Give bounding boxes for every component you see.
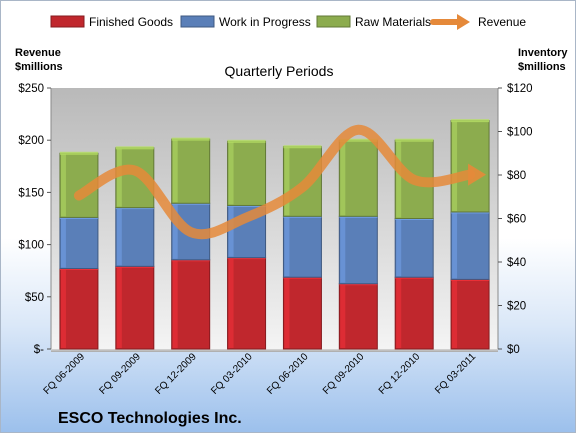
bar-segment-work-in-progress xyxy=(450,211,490,280)
bar-highlight xyxy=(340,284,346,348)
legend: Finished Goods Work in Progress Raw Materi… xyxy=(50,14,526,30)
bar-top-edge xyxy=(115,146,154,150)
bar-top-edge xyxy=(227,139,266,143)
bar-highlight xyxy=(452,212,458,279)
bar-highlight xyxy=(284,147,290,216)
bar-highlight xyxy=(340,141,346,216)
bar-highlight xyxy=(228,206,234,257)
x-tick-label: FQ 03-2010 xyxy=(209,351,255,397)
left-tick-label: $100 xyxy=(18,240,44,252)
bar-top-edge xyxy=(395,138,434,142)
left-tick-label: $150 xyxy=(18,187,44,199)
bar-segment-work-in-progress xyxy=(282,215,322,278)
right-axis-ticks: $0 $20 $40 $60 $80 $100 $120 xyxy=(498,83,533,356)
x-tick-label: FQ 06-2009 xyxy=(42,351,88,397)
bar-highlight xyxy=(60,269,66,348)
left-tick-label: $- xyxy=(34,344,44,356)
bar-highlight xyxy=(396,141,402,218)
bar-segment-finished-goods xyxy=(394,276,434,350)
bar-segment-finished-goods xyxy=(227,257,267,350)
bar-segment-finished-goods xyxy=(171,259,211,350)
bar-segment-raw-materials xyxy=(171,138,211,204)
bar-top-edge xyxy=(339,138,378,142)
bar-segment-finished-goods xyxy=(115,265,155,350)
legend-label: Finished Goods xyxy=(89,15,173,29)
bar-segment-work-in-progress xyxy=(59,216,99,270)
x-tick-label: FQ 12-2009 xyxy=(153,351,199,397)
company-name: ESCO Technologies Inc. xyxy=(58,410,242,427)
bar-highlight xyxy=(172,204,178,259)
right-tick-label: $80 xyxy=(507,170,526,182)
left-tick-label: $250 xyxy=(18,83,44,95)
right-tick-label: $60 xyxy=(507,214,526,226)
bar-highlight xyxy=(284,278,290,348)
legend-label: Work in Progress xyxy=(219,15,311,29)
bar-top-edge xyxy=(451,119,490,123)
legend-swatch-finished-goods xyxy=(50,15,85,28)
bar-top-edge xyxy=(171,137,210,141)
left-axis-title-line2: $millions xyxy=(15,61,63,73)
bar-highlight xyxy=(340,217,346,283)
legend-arrowhead xyxy=(457,14,470,30)
bar-segment-finished-goods xyxy=(282,276,322,350)
left-axis-ticks: $- $50 $100 $150 $200 $250 xyxy=(18,83,51,356)
legend-label: Revenue xyxy=(478,15,526,29)
bar-highlight xyxy=(60,218,66,268)
bar-top-edge xyxy=(283,145,322,149)
plot-subtitle: Quarterly Periods xyxy=(225,63,334,79)
legend-swatch-work-in-progress xyxy=(180,15,215,28)
left-tick-label: $200 xyxy=(18,135,44,147)
x-tick-label: FQ 09-2009 xyxy=(97,351,143,397)
legend-label: Raw Materials xyxy=(355,15,431,29)
bar-highlight xyxy=(396,278,402,348)
x-axis-ticks: FQ 06-2009 FQ 09-2009 FQ 12-2009 FQ 03-2010… xyxy=(42,351,479,397)
bar-highlight xyxy=(284,217,290,277)
right-tick-label: $100 xyxy=(507,127,533,139)
bar-highlight xyxy=(452,280,458,348)
bar-segment-finished-goods xyxy=(338,283,378,350)
right-tick-label: $40 xyxy=(507,257,526,269)
x-tick-label: FQ 03-2011 xyxy=(433,351,478,396)
bar-segment-finished-goods xyxy=(450,278,490,350)
revenue-line xyxy=(73,124,476,240)
x-tick-label: FQ 06-2010 xyxy=(265,351,311,397)
right-axis-title-line2: $millions xyxy=(518,61,566,73)
x-tick-label: FQ 12-2010 xyxy=(377,351,423,397)
bar-highlight xyxy=(452,121,458,211)
bar-highlight xyxy=(228,142,234,205)
left-tick-label: $50 xyxy=(25,292,44,304)
bar-highlight xyxy=(172,260,178,348)
revenue-line-arrowhead xyxy=(468,163,487,186)
bar-highlight xyxy=(228,258,234,348)
bar-highlight xyxy=(60,154,66,217)
bar-highlight xyxy=(396,219,402,277)
bar-segment-raw-materials xyxy=(227,140,267,206)
plot-floor xyxy=(51,349,498,352)
legend-swatch-raw-materials xyxy=(316,15,351,28)
x-tick-label: FQ 09-2010 xyxy=(321,351,367,397)
bar-highlight xyxy=(116,148,122,207)
right-tick-label: $0 xyxy=(507,344,520,356)
right-tick-label: $120 xyxy=(507,83,533,95)
bar-highlight xyxy=(116,208,122,266)
bar-top-edge xyxy=(59,151,98,155)
bar-highlight xyxy=(172,140,178,203)
left-axis-title-line1: Revenue xyxy=(15,47,61,59)
revenue-line-group xyxy=(73,124,487,240)
bar-highlight xyxy=(116,267,122,348)
right-tick-label: $20 xyxy=(507,301,526,313)
right-axis-title-line1: Inventory xyxy=(518,47,568,59)
